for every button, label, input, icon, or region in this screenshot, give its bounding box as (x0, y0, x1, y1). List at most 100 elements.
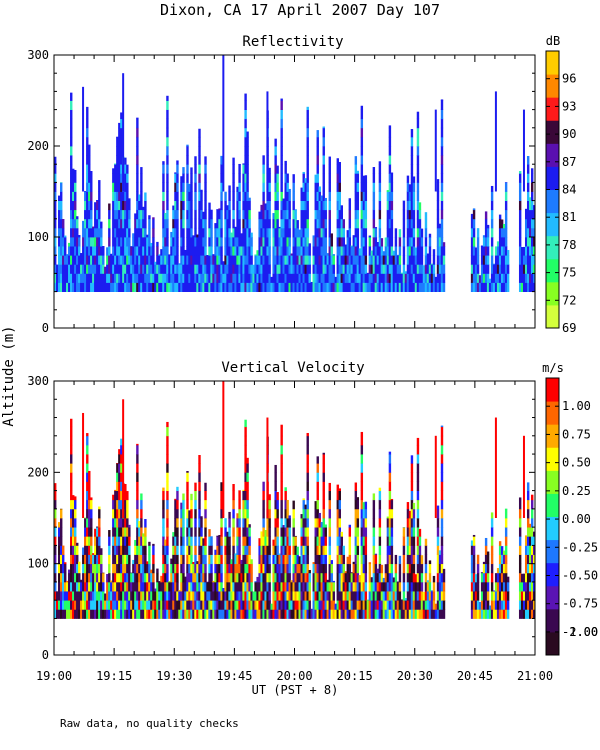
refl-data-cell (144, 200, 147, 211)
refl-data-cell (76, 216, 79, 220)
vel-data-cell (490, 518, 494, 528)
vel-data-cell (362, 502, 366, 510)
refl-data-cell (148, 255, 151, 265)
refl-data-cell (68, 273, 71, 283)
vel-data-cell (476, 581, 480, 592)
vel-data-cell (416, 554, 420, 565)
refl-data-cell (208, 282, 211, 292)
vel-data-cell (168, 609, 171, 619)
refl-data-cell (314, 264, 317, 274)
vel-data-cell (248, 572, 251, 583)
vel-data-cell (222, 587, 225, 592)
vel-data-cell (140, 563, 143, 574)
refl-data-cell (284, 200, 287, 211)
vel-data-cell (302, 545, 305, 555)
vel-data-cell (212, 580, 215, 583)
refl-data-cell (304, 200, 307, 211)
vel-data-cell (174, 609, 177, 619)
vel-data-cell (220, 581, 223, 592)
refl-data-cell (364, 255, 368, 265)
refl-data-cell (388, 218, 392, 229)
refl-data-cell (114, 255, 117, 265)
vel-data-cell (250, 563, 253, 574)
vel-data-cell (94, 528, 97, 537)
vel-data-cell (148, 581, 151, 592)
refl-data-cell (112, 191, 115, 201)
vel-data-cell (530, 572, 534, 583)
refl-data-cell (348, 264, 352, 274)
refl-data-cell (322, 173, 325, 183)
refl-data-cell (216, 218, 219, 229)
refl-data-cell (406, 255, 410, 265)
vel-data-cell (244, 490, 247, 501)
vel-data-cell (120, 472, 123, 482)
refl-data-cell (424, 212, 428, 220)
refl-data-cell (166, 95, 169, 101)
vel-data-cell (152, 581, 155, 592)
refl-data-cell (114, 227, 117, 238)
vel-data-cell (98, 527, 101, 537)
vel-data-cell (224, 518, 227, 528)
refl-data-cell (72, 218, 75, 229)
refl-data-cell (108, 237, 111, 247)
refl-data-cell (72, 191, 75, 201)
refl-data-cell (438, 255, 442, 265)
refl-data-cell (100, 264, 103, 274)
vel-data-cell (336, 484, 339, 491)
refl-data-cell (402, 246, 406, 256)
vel-data-cell (136, 444, 139, 455)
vel-data-cell (84, 609, 87, 619)
vel-data-cell (228, 536, 231, 546)
refl-data-cell (244, 237, 247, 247)
vel-data-cell (526, 518, 530, 528)
vel-data-cell (360, 545, 364, 555)
vel-data-cell (340, 554, 343, 565)
refl-data-cell (260, 273, 263, 283)
vel-data-cell (328, 490, 331, 501)
vel-data-cell (112, 554, 115, 565)
vel-data-cell (284, 572, 287, 583)
vel-data-cell (394, 609, 398, 619)
vel-data-cell (356, 527, 360, 537)
vel-data-cell (160, 581, 163, 592)
refl-data-cell (54, 218, 57, 229)
vel-data-cell (338, 563, 341, 574)
vel-data-cell (76, 591, 79, 601)
vel-data-cell (296, 600, 299, 610)
refl-data-cell (402, 255, 406, 265)
vel-data-cell (122, 572, 125, 583)
refl-data-cell (116, 264, 119, 274)
refl-data-cell (188, 282, 191, 292)
refl-data-cell (418, 273, 422, 283)
vel-data-cell (356, 609, 360, 619)
vel-data-cell (218, 534, 221, 537)
refl-data-cell (400, 272, 404, 274)
vel-data-cell (86, 554, 89, 565)
refl-data-cell (86, 264, 89, 274)
vel-data-cell (110, 609, 113, 619)
vel-data-cell (226, 600, 229, 610)
refl-data-cell (124, 173, 127, 183)
vel-data-cell (522, 609, 526, 619)
vel-data-cell (362, 527, 366, 537)
vel-data-cell (170, 600, 173, 610)
vel-data-cell (316, 463, 319, 473)
vel-data-cell (194, 600, 197, 610)
refl-data-cell (128, 264, 131, 274)
refl-data-cell (274, 237, 277, 247)
refl-data-cell (126, 237, 129, 247)
refl-data-cell (338, 209, 341, 220)
refl-data-cell (360, 237, 364, 247)
refl-data-cell (176, 191, 179, 201)
vel-data-cell (328, 609, 331, 619)
vel-data-cell (268, 591, 271, 601)
refl-data-cell (276, 191, 279, 201)
vel-data-cell (426, 591, 430, 601)
vel-data-cell (68, 600, 71, 610)
refl-data-cell (340, 255, 343, 265)
refl-data-cell (126, 200, 129, 211)
refl-data-cell (70, 273, 73, 283)
vel-data-cell (416, 609, 420, 619)
refl-data-cell (110, 273, 113, 283)
refl-data-cell (416, 173, 420, 183)
